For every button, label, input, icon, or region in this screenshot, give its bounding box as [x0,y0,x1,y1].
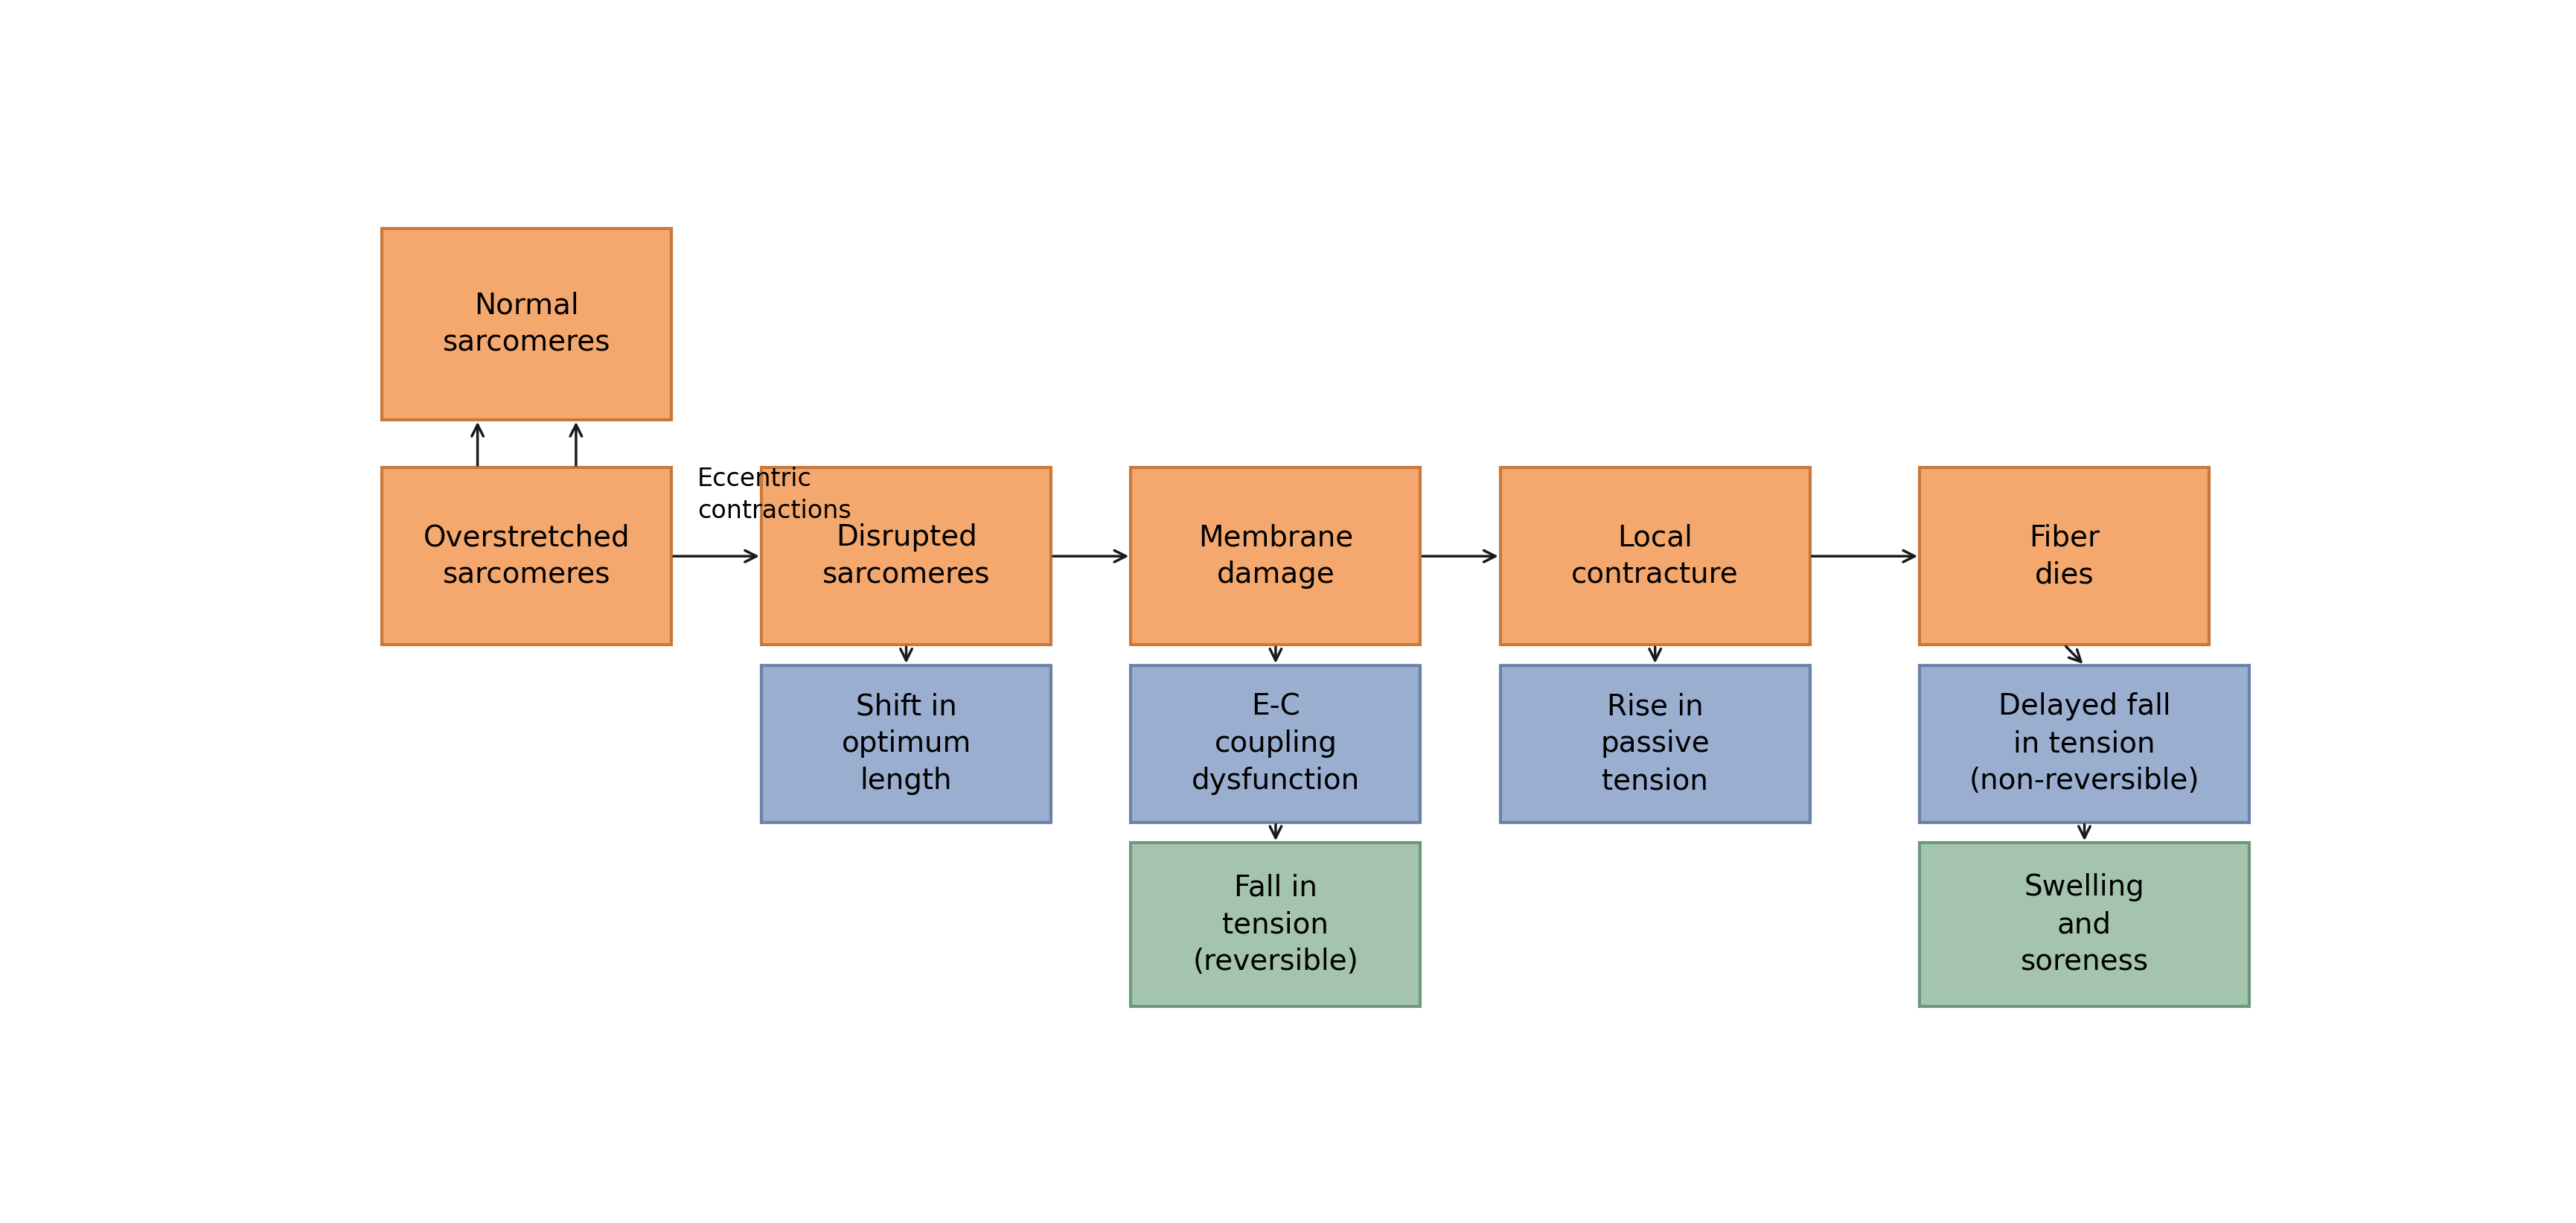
Text: Shift in
optimum
length: Shift in optimum length [842,692,971,795]
Text: Fiber
dies: Fiber dies [2027,523,2099,589]
FancyBboxPatch shape [1499,665,1808,822]
FancyBboxPatch shape [1919,843,2249,1007]
FancyBboxPatch shape [1919,467,2208,645]
FancyBboxPatch shape [381,467,672,645]
FancyBboxPatch shape [381,229,672,419]
Text: Local
contracture: Local contracture [1571,523,1739,589]
FancyBboxPatch shape [762,665,1051,822]
FancyBboxPatch shape [1131,843,1419,1007]
Text: Membrane
damage: Membrane damage [1198,523,1352,589]
Text: Eccentric
contractions: Eccentric contractions [698,466,850,523]
Text: Overstretched
sarcomeres: Overstretched sarcomeres [422,523,631,589]
Text: Disrupted
sarcomeres: Disrupted sarcomeres [822,523,989,589]
FancyBboxPatch shape [1499,467,1808,645]
FancyBboxPatch shape [1131,665,1419,822]
Text: E-C
coupling
dysfunction: E-C coupling dysfunction [1190,692,1360,795]
FancyBboxPatch shape [1919,665,2249,822]
Text: Delayed fall
in tension
(non-reversible): Delayed fall in tension (non-reversible) [1968,692,2200,795]
FancyBboxPatch shape [762,467,1051,645]
Text: Swelling
and
soreness: Swelling and soreness [2020,873,2148,976]
Text: Rise in
passive
tension: Rise in passive tension [1600,692,1710,795]
Text: Normal
sarcomeres: Normal sarcomeres [443,291,611,357]
FancyBboxPatch shape [1131,467,1419,645]
Text: Fall in
tension
(reversible): Fall in tension (reversible) [1193,873,1358,976]
